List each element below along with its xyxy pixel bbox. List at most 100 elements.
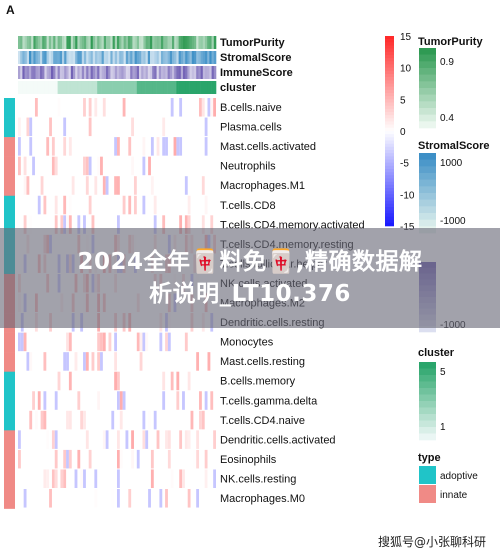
track-cell <box>123 81 127 94</box>
heatmap-cell <box>94 469 98 488</box>
track-cell <box>77 66 80 79</box>
track-cell <box>40 36 43 49</box>
heatmap-cell <box>170 98 174 117</box>
heatmap-cell <box>184 215 188 234</box>
scale-step <box>385 77 394 81</box>
track-cell <box>119 81 122 94</box>
track-cell <box>174 66 177 79</box>
heatmap-cell <box>83 469 86 488</box>
heatmap-cell <box>119 410 123 430</box>
track-cell <box>95 66 98 79</box>
heatmap-cell <box>29 117 33 137</box>
heatmap-cell <box>159 332 163 352</box>
track-cell <box>101 66 105 79</box>
track-cell <box>136 66 140 79</box>
track-cell <box>211 36 215 49</box>
track-cell <box>24 36 28 49</box>
heatmap-cell <box>184 430 188 449</box>
track-cell <box>86 51 89 64</box>
type-strip-cell <box>4 156 15 177</box>
heatmap-cell <box>199 391 202 410</box>
scale-step <box>385 67 394 72</box>
heatmap-cell <box>187 430 191 449</box>
track-cell <box>213 81 217 94</box>
track-cell <box>178 36 182 49</box>
track-cell <box>97 51 100 64</box>
scale-step <box>385 118 394 122</box>
track-cell <box>29 81 32 94</box>
track-cell <box>62 36 65 49</box>
track-cell <box>194 66 197 79</box>
heatmap-cell <box>100 332 103 352</box>
track-cell <box>194 51 197 64</box>
heatmap-cell <box>40 176 44 195</box>
heatmap-cell <box>156 430 160 449</box>
scale-step <box>385 184 394 189</box>
type-strip-cell <box>4 137 15 157</box>
heatmap-cell <box>193 449 197 469</box>
track-cell <box>53 66 56 79</box>
track-cell <box>143 36 146 49</box>
track-cell <box>73 66 76 79</box>
track-cell <box>73 81 76 94</box>
track-cell <box>150 36 153 49</box>
heatmap-cell <box>102 430 106 449</box>
heatmap-cell <box>18 117 21 137</box>
track-cell <box>35 81 39 94</box>
track-cell <box>132 81 135 94</box>
track-cell <box>95 36 98 49</box>
heatmap-cell <box>46 430 50 449</box>
track-cell <box>161 66 164 79</box>
track-cell <box>200 51 204 64</box>
track-cell <box>189 81 193 94</box>
heatmap-cell <box>68 410 72 430</box>
heatmap-cell <box>213 469 216 488</box>
heatmap-cell <box>77 449 81 469</box>
track-cell <box>22 51 25 64</box>
track-cell <box>134 81 138 94</box>
track-cell <box>68 81 72 94</box>
track-cell <box>172 81 175 94</box>
scale-step <box>385 112 394 116</box>
scale-tick: -5 <box>400 159 409 170</box>
heatmap-cell <box>26 117 30 137</box>
track-cell <box>44 81 47 94</box>
track-cell <box>22 81 25 94</box>
track-cell <box>46 66 50 79</box>
track-cell <box>130 81 133 94</box>
track-cell <box>64 66 67 79</box>
heatmap-cell <box>187 371 191 391</box>
heatmap-cell <box>196 489 200 508</box>
heatmap-cell <box>66 215 69 234</box>
track-cell <box>130 66 133 79</box>
heatmap-cell <box>190 410 194 430</box>
track-cell <box>187 36 190 49</box>
heatmap-cell <box>68 371 72 391</box>
track-cell <box>106 81 109 94</box>
heatmap-cell <box>68 137 72 156</box>
track-cell <box>211 51 215 64</box>
track-cell <box>59 51 63 64</box>
heatmap-cell <box>23 215 27 234</box>
track-cell <box>194 81 197 94</box>
heatmap-cell <box>122 98 126 117</box>
heatmap-cell <box>179 430 183 449</box>
row-label: Neutrophils <box>220 161 276 173</box>
track-cell <box>213 51 217 64</box>
track-cell <box>196 51 199 64</box>
scale-step <box>385 80 394 84</box>
legend-swatch <box>419 108 436 115</box>
row-label: Plasma.cells <box>220 122 282 134</box>
type-strip-cell <box>4 332 15 353</box>
heatmap-cell <box>85 352 89 371</box>
heatmap-cell <box>196 449 200 469</box>
track-cell <box>48 51 52 64</box>
track-cell <box>152 51 155 64</box>
track-cell <box>143 66 146 79</box>
track-cell <box>176 81 179 94</box>
legend-swatch <box>419 121 436 129</box>
track-cell <box>183 51 186 64</box>
track-cell <box>51 51 54 64</box>
heatmap-cell <box>117 430 120 449</box>
track-cell <box>101 51 105 64</box>
